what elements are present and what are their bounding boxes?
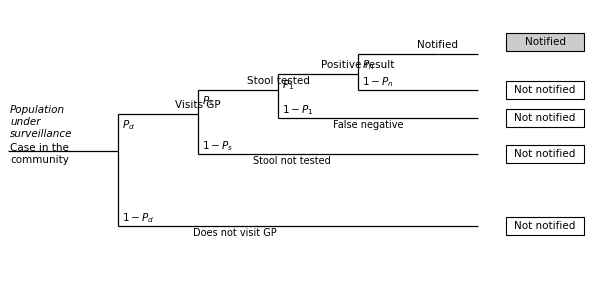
Text: Does not visit GP: Does not visit GP — [193, 228, 277, 238]
Text: Not notified: Not notified — [514, 149, 575, 159]
Text: surveillance: surveillance — [10, 129, 73, 139]
Text: $1 - P_1$: $1 - P_1$ — [282, 103, 314, 117]
Text: Case in the: Case in the — [10, 143, 69, 153]
Text: $1 - P_d$: $1 - P_d$ — [122, 211, 154, 225]
Text: Not notified: Not notified — [514, 85, 575, 95]
Text: Notified: Notified — [418, 40, 458, 50]
Text: $P_1$: $P_1$ — [282, 78, 294, 92]
Text: Stool not tested: Stool not tested — [253, 156, 331, 166]
Text: $1 - P_s$: $1 - P_s$ — [202, 139, 233, 153]
FancyBboxPatch shape — [506, 109, 584, 127]
FancyBboxPatch shape — [506, 81, 584, 99]
Text: Notified: Notified — [524, 37, 566, 47]
FancyBboxPatch shape — [506, 33, 584, 51]
Text: Not notified: Not notified — [514, 221, 575, 231]
Text: False negative: False negative — [333, 120, 404, 130]
FancyBboxPatch shape — [506, 217, 584, 235]
Text: Positive result: Positive result — [322, 60, 395, 70]
Text: $1 - P_n$: $1 - P_n$ — [362, 75, 394, 89]
Text: $P_s$: $P_s$ — [202, 94, 214, 108]
Text: Population: Population — [10, 105, 65, 115]
Text: Not notified: Not notified — [514, 113, 575, 123]
Text: $P_d$: $P_d$ — [122, 118, 135, 132]
Text: $P_n$: $P_n$ — [362, 58, 374, 72]
Text: Stool tested: Stool tested — [247, 76, 310, 86]
Text: Visits GP: Visits GP — [175, 100, 221, 110]
FancyBboxPatch shape — [506, 145, 584, 163]
Text: community: community — [10, 155, 69, 165]
Text: under: under — [10, 117, 41, 127]
